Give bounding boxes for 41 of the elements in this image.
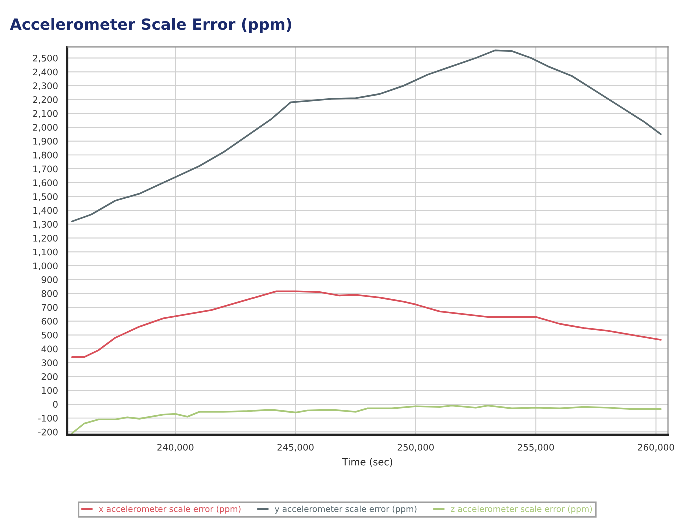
legend-label: x accelerometer scale error (ppm) (99, 506, 241, 514)
y-tick-label: 2,100 (33, 110, 58, 118)
y-tick-label: 2,400 (33, 68, 58, 77)
line-series (71, 50, 662, 222)
line-series (71, 405, 662, 434)
y-tick-label: 1,000 (34, 262, 58, 270)
y-tick-label: 1,600 (34, 180, 58, 188)
y-tick-label: 2,300 (33, 82, 58, 90)
x-tick-label: 240,000 (158, 444, 194, 452)
y-tick-label: -100 (38, 415, 58, 422)
y-tick-label: 1,700 (34, 166, 58, 174)
y-tick-label: 900 (42, 276, 58, 284)
x-axis-title: Time (sec) (342, 458, 392, 467)
y-tick-label: 600 (42, 318, 58, 325)
chart-title: Accelerometer Scale Error (ppm) (10, 18, 292, 34)
y-tick-label: 1,800 (34, 152, 58, 160)
y-tick-label: 1,200 (34, 235, 58, 243)
y-tick-label: 1,300 (34, 221, 58, 229)
legend-label: z accelerometer scale error (ppm) (451, 506, 592, 514)
x-tick-label: 255,000 (518, 444, 554, 452)
y-tick-label: 0 (53, 401, 58, 408)
y-tick-label: 1,400 (34, 207, 58, 216)
y-tick-label: 2,200 (33, 96, 58, 104)
y-tick-label: 2,500 (33, 54, 58, 63)
y-tick-label: 1,900 (34, 138, 58, 146)
y-tick-label: 500 (42, 332, 58, 339)
y-tick-label: -200 (38, 428, 58, 436)
y-tick-label: 1,500 (34, 193, 58, 202)
y-tick-label: 300 (42, 360, 58, 366)
x-tick-label: 260,000 (638, 444, 674, 452)
y-tick-label: 100 (42, 387, 58, 394)
y-tick-label: 700 (42, 304, 58, 312)
x-tick-label: 245,000 (278, 444, 314, 452)
legend-label: y accelerometer scale error (ppm) (275, 506, 417, 514)
x-tick-label: 250,000 (398, 444, 434, 452)
line-series (71, 290, 662, 358)
y-tick-label: 800 (42, 290, 58, 298)
y-tick-label: 2,000 (33, 124, 58, 132)
y-tick-label: 400 (42, 346, 58, 353)
y-tick-label: 200 (42, 373, 58, 380)
y-tick-label: 1,100 (34, 248, 58, 257)
